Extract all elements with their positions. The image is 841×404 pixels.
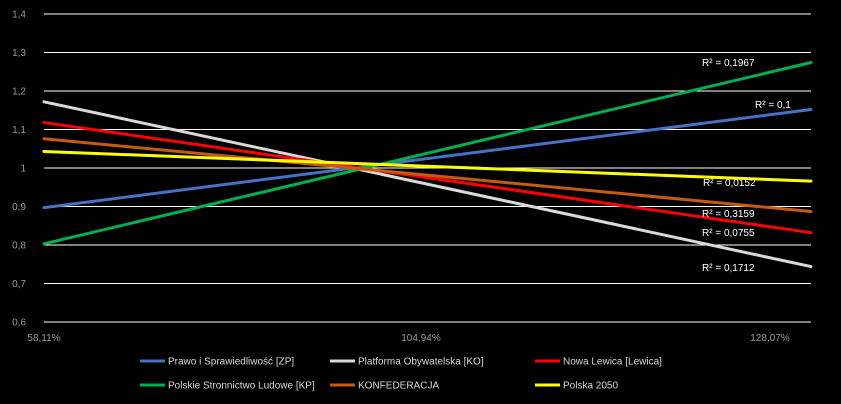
y-tick-label: 1,1 xyxy=(12,125,26,136)
y-tick-label: 0,8 xyxy=(12,241,26,252)
r-squared-label: R² = 0,0755 xyxy=(702,228,755,239)
x-tick-label: 104,94% xyxy=(401,333,441,344)
r-squared-label: R² = 0,3159 xyxy=(702,209,755,220)
y-tick-label: 1,3 xyxy=(12,48,26,59)
legend-label: Prawo i Sprawiedliwość [ZP] xyxy=(168,357,294,368)
legend-label: Polskie Stronnictwo Ludowe [KP] xyxy=(168,381,315,392)
series-line xyxy=(42,121,813,235)
y-tick-label: 0,9 xyxy=(12,202,26,213)
series-line xyxy=(42,100,813,269)
series-line xyxy=(42,137,813,214)
r-squared-label: R² = 0,0152 xyxy=(703,178,756,189)
x-axis-ticks: 58,11% 104,94% 128,07% xyxy=(27,333,789,344)
legend-label: Nowa Lewica [Lewica] xyxy=(563,357,662,368)
y-tick-label: 1 xyxy=(20,164,26,175)
series-line xyxy=(42,61,813,246)
legend-label: KONFEDERACJA xyxy=(358,381,439,392)
legend-label: Platforma Obywatelska [KO] xyxy=(358,357,484,368)
r-squared-label: R² = 0,1712 xyxy=(702,263,755,274)
r-squared-labels: R² = 0,1 R² = 0,1712 R² = 0,0755 R² = 0,196… xyxy=(702,58,791,274)
r-squared-label: R² = 0,1967 xyxy=(702,58,755,69)
x-tick-label: 128,07% xyxy=(750,333,790,344)
y-tick-label: 1,2 xyxy=(12,87,26,98)
y-tick-label: 0,7 xyxy=(12,279,26,290)
x-tick-label: 58,11% xyxy=(27,333,60,344)
series-lines xyxy=(42,61,813,269)
legend: Prawo i Sprawiedliwość [ZP] Platforma Oby… xyxy=(140,357,662,392)
legend-label: Polska 2050 xyxy=(563,381,618,392)
y-tick-label: 0,6 xyxy=(12,318,26,329)
r-squared-label: R² = 0,1 xyxy=(755,100,791,111)
gridlines xyxy=(44,13,811,323)
series-line xyxy=(42,107,813,210)
y-axis-ticks: 0,6 0,7 0,8 0,9 1 1,1 1,2 1,3 1,4 xyxy=(12,10,26,329)
series-line xyxy=(42,149,813,183)
y-tick-label: 1,4 xyxy=(12,10,26,21)
